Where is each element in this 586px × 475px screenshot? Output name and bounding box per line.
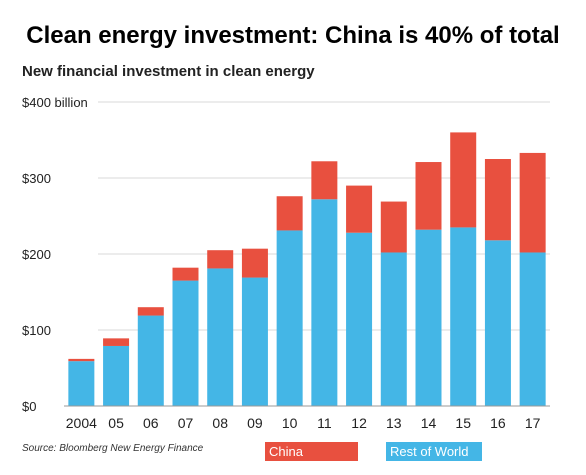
bar-rest-of-world xyxy=(415,229,442,406)
y-tick-label: $0 xyxy=(22,399,36,414)
bar-china xyxy=(172,267,199,281)
x-tick-label: 08 xyxy=(212,415,228,431)
bar-rest-of-world xyxy=(311,199,338,406)
bar-rest-of-world xyxy=(172,280,199,406)
bar-china xyxy=(311,161,338,200)
x-tick-label: 06 xyxy=(143,415,159,431)
bar-rest-of-world xyxy=(484,240,511,406)
x-tick-label: 14 xyxy=(421,415,437,431)
legend-china: China xyxy=(265,442,358,461)
bar-china xyxy=(380,201,407,253)
bar-china xyxy=(137,307,164,316)
bar-china xyxy=(484,159,511,241)
y-tick-label: $400 billion xyxy=(22,95,88,110)
bar-china xyxy=(450,132,477,228)
x-tick-label: 09 xyxy=(247,415,263,431)
x-tick-label: 16 xyxy=(490,415,506,431)
bar-rest-of-world xyxy=(103,345,130,406)
y-tick-label: $300 xyxy=(22,171,51,186)
bar-rest-of-world xyxy=(346,232,373,406)
bar-china xyxy=(519,152,546,253)
bar-china xyxy=(276,196,303,231)
chart-title: Clean energy investment: China is 40% of… xyxy=(26,22,560,49)
chart-subtitle: New financial investment in clean energy xyxy=(22,63,315,80)
bar-rest-of-world xyxy=(519,252,546,406)
legend-rest-of-world: Rest of World xyxy=(386,442,482,461)
bar-rest-of-world xyxy=(450,227,477,406)
bar-rest-of-world xyxy=(276,230,303,406)
x-tick-label: 15 xyxy=(455,415,471,431)
bar-china xyxy=(415,162,442,230)
bar-china xyxy=(346,185,373,233)
bar-china xyxy=(103,338,130,346)
x-tick-label: 2004 xyxy=(66,415,97,431)
bar-china xyxy=(241,248,268,278)
x-tick-label: 12 xyxy=(351,415,367,431)
bar-rest-of-world xyxy=(380,252,407,406)
x-tick-label: 07 xyxy=(178,415,194,431)
bar-rest-of-world xyxy=(68,361,95,406)
x-tick-label: 17 xyxy=(525,415,541,431)
x-tick-label: 13 xyxy=(386,415,402,431)
bar-china xyxy=(68,358,95,362)
source-note: Source: Bloomberg New Energy Finance xyxy=(22,443,204,454)
bar-rest-of-world xyxy=(137,315,164,406)
x-tick-label: 11 xyxy=(317,415,332,431)
x-tick-label: 10 xyxy=(282,415,298,431)
x-tick-label: 05 xyxy=(108,415,124,431)
bar-rest-of-world xyxy=(241,277,268,406)
bar-rest-of-world xyxy=(207,268,234,406)
bar-china xyxy=(207,250,234,269)
y-tick-label: $100 xyxy=(22,323,51,338)
y-tick-label: $200 xyxy=(22,247,51,262)
